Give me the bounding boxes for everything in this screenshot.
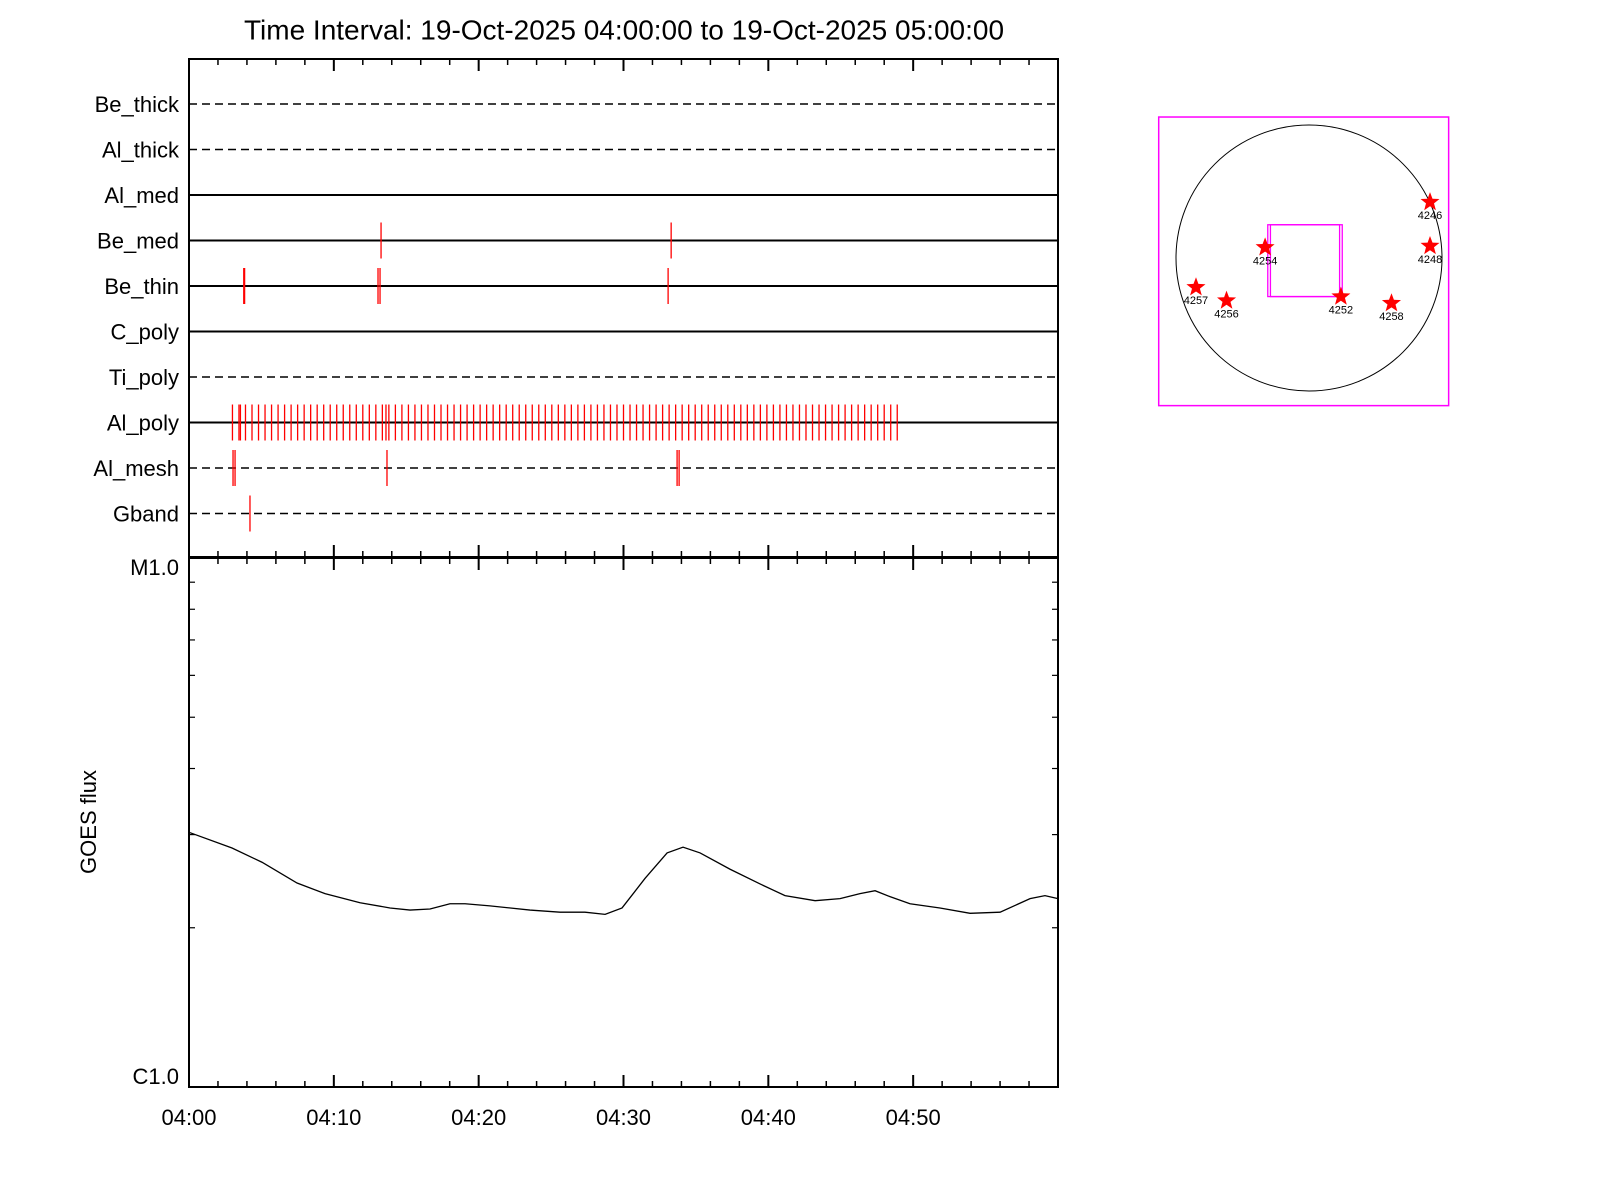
filter-label: Be_thin bbox=[104, 274, 179, 299]
region-label: 4256 bbox=[1214, 308, 1238, 320]
fov-box bbox=[1269, 224, 1341, 298]
region-label: 4246 bbox=[1418, 210, 1442, 222]
x-tick-label: 04:40 bbox=[741, 1105, 796, 1130]
filter-label: Be_thick bbox=[95, 92, 180, 117]
plot-frame bbox=[188, 557, 1059, 1088]
x-tick-label: 04:10 bbox=[306, 1105, 361, 1130]
x-tick-label: 04:50 bbox=[886, 1105, 941, 1130]
filter-label: Al_poly bbox=[107, 410, 179, 435]
region-label: 4252 bbox=[1329, 304, 1353, 316]
filter-label: Gband bbox=[113, 501, 179, 526]
filter-label: Al_mesh bbox=[93, 456, 179, 481]
x-tick-label: 04:00 bbox=[161, 1105, 216, 1130]
y-axis-label: GOES flux bbox=[76, 770, 101, 874]
region-label: 4248 bbox=[1418, 254, 1442, 266]
goes-curve bbox=[188, 831, 1059, 916]
y-tick-label: C1.0 bbox=[133, 1064, 179, 1089]
region-label: 4254 bbox=[1253, 255, 1277, 267]
filter-label: Al_med bbox=[104, 183, 179, 208]
region-marker bbox=[1217, 290, 1237, 309]
plot-frame bbox=[188, 58, 1059, 558]
fov-box bbox=[1267, 224, 1343, 298]
x-tick-label: 04:20 bbox=[451, 1105, 506, 1130]
solar-limb bbox=[1175, 124, 1443, 392]
chart-title: Time Interval: 19-Oct-2025 04:00:00 to 1… bbox=[244, 14, 1004, 45]
region-marker bbox=[1420, 192, 1440, 211]
filter-label: Be_med bbox=[97, 228, 179, 253]
region-marker bbox=[1420, 236, 1440, 255]
region-marker bbox=[1331, 286, 1351, 305]
region-label: 4257 bbox=[1184, 295, 1208, 307]
region-marker bbox=[1381, 293, 1401, 312]
filter-label: C_poly bbox=[111, 319, 179, 344]
filter-label: Ti_poly bbox=[109, 365, 179, 390]
region-label: 4258 bbox=[1379, 311, 1403, 323]
y-tick-label: M1.0 bbox=[130, 555, 179, 580]
filter-label: Al_thick bbox=[102, 137, 180, 162]
map-frame bbox=[1157, 116, 1450, 407]
region-marker bbox=[1186, 277, 1206, 296]
x-tick-label: 04:30 bbox=[596, 1105, 651, 1130]
region-marker bbox=[1255, 237, 1275, 256]
